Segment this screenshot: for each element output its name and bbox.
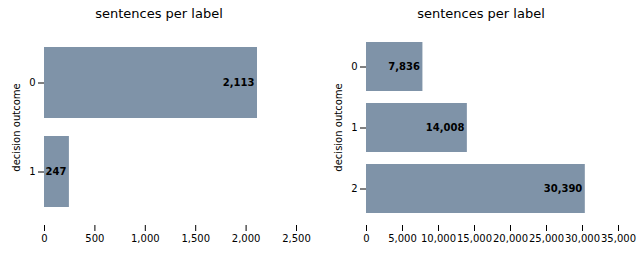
svg-text:2: 2 [351,183,357,194]
svg-text:35,000: 35,000 [601,233,636,244]
svg-text:7,836: 7,836 [388,61,420,72]
svg-text:0: 0 [29,77,35,88]
svg-text:0: 0 [363,233,369,244]
svg-text:30,000: 30,000 [565,233,600,244]
svg-text:2,500: 2,500 [282,233,311,244]
html-text:sentences per label: sentences per label [95,6,223,21]
svg-text:decision outcome: decision outcome [333,83,344,171]
svg-text:14,008: 14,008 [426,122,465,133]
svg-text:30,390: 30,390 [544,183,583,194]
svg-text:1,000: 1,000 [131,233,160,244]
svg-text:15,000: 15,000 [457,233,492,244]
svg-text:2,000: 2,000 [232,233,261,244]
svg-text:1,500: 1,500 [181,233,210,244]
svg-text:247: 247 [46,166,67,177]
svg-text:500: 500 [85,233,104,244]
svg-text:1: 1 [351,122,357,133]
svg-text:2,113: 2,113 [223,77,255,88]
svg-text:decision outcome: decision outcome [11,83,22,171]
html-text:sentences per label: sentences per label [417,6,545,21]
svg-text:0: 0 [351,61,357,72]
svg-text:20,000: 20,000 [493,233,528,244]
svg-text:0: 0 [41,233,47,244]
svg-text:1: 1 [29,166,35,177]
svg-text:25,000: 25,000 [529,233,564,244]
svg-text:5,000: 5,000 [388,233,417,244]
svg-text:10,000: 10,000 [421,233,456,244]
